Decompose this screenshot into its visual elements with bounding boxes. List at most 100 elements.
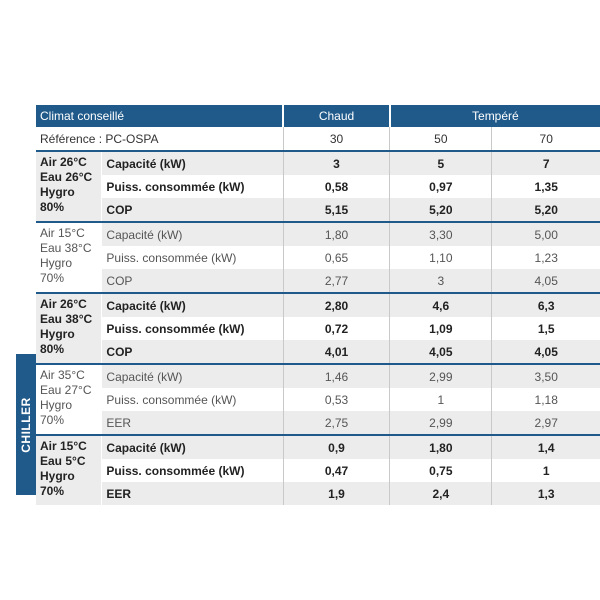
metric-label: COP [101,198,284,222]
performance-table: Climat conseillé Chaud Tempéré Référence… [36,105,600,505]
table-row: Puiss. consommée (kW) 0,58 0,97 1,35 [36,175,600,198]
metric-value: 2,75 [282,411,390,435]
metric-value: 4,01 [282,340,390,364]
metric-value: 2,77 [282,269,390,293]
metric-value: 4,6 [389,292,492,317]
metric-value: 3 [389,269,492,293]
metric-value: 0,72 [282,317,390,340]
condition-line: Hygro [40,256,73,270]
table-row: Air 35°C Eau 27°C Hygro 70% Capacité (kW) 1,4… [36,363,600,435]
metric-value: 0,53 [282,388,390,411]
climate-header: Climat conseillé [36,105,284,127]
condition-line: Hygro [40,327,75,341]
metric-value: 5,00 [491,221,600,246]
condition-cell: Air 15°C Eau 38°C Hygro 70% [36,221,102,293]
metric-label: Puiss. consommée (kW) [101,175,284,198]
chiller-side-tab-label: CHILLER [19,396,33,453]
table-row: Air 26°C Eau 38°C Hygro 80% Capacité (kW) 2,8… [36,292,600,364]
condition-line: 70% [40,413,65,427]
condition-line: Eau 38°C [40,241,92,255]
metric-value: 1,9 [282,482,390,505]
chaud-header: Chaud [282,105,390,127]
metric-value: 4,05 [491,269,600,293]
condition-line: 80% [40,342,65,356]
metric-value: 2,99 [389,363,492,388]
table-row: COP 2,77 3 4,05 [36,269,600,293]
metric-value: 1,10 [389,246,492,269]
metric-value: 3,50 [491,363,600,388]
table-row: COP 4,01 4,05 4,05 [36,340,600,364]
metric-value: 1,3 [491,482,600,505]
metric-label: Capacité (kW) [101,363,284,388]
table-row: Air 15°C Eau 5°C Hygro 70% Capacité (kW) 0,9 1… [36,434,600,505]
metric-value: 2,97 [491,411,600,435]
metric-label: EER [101,482,284,505]
metric-label: Puiss. consommée (kW) [101,459,284,482]
metric-label: Puiss. consommée (kW) [101,246,284,269]
metric-value: 4,05 [491,340,600,364]
table-row: Puiss. consommée (kW) 0,65 1,10 1,23 [36,246,600,269]
metric-value: 1 [389,388,492,411]
metric-value: 2,4 [389,482,492,505]
condition-line: Air 15°C [40,439,87,453]
metric-value: 1,80 [389,434,492,459]
condition-line: Air 15°C [40,226,85,240]
table-header-row: Climat conseillé Chaud Tempéré [36,105,600,127]
metric-value: 6,3 [491,292,600,317]
condition-line: Hygro [40,469,75,483]
metric-label: EER [101,411,284,435]
metric-value: 0,9 [282,434,390,459]
table-row: Puiss. consommée (kW) 0,47 0,75 1 [36,459,600,482]
condition-line: 70% [40,484,65,498]
condition-line: 80% [40,200,65,214]
metric-value: 7 [491,150,600,175]
condition-line: Eau 27°C [40,383,92,397]
reference-value: 30 [282,127,390,152]
table-row: Air 15°C Eau 38°C Hygro 70% Capacité (kW) 1,8… [36,221,600,293]
condition-line: Hygro [40,185,75,199]
reference-row: Référence : PC-OSPA 30 50 70 [36,127,600,152]
reference-label: Référence : PC-OSPA [36,127,284,152]
metric-label: Capacité (kW) [101,150,284,175]
metric-value: 5,20 [389,198,492,222]
metric-label: Puiss. consommée (kW) [101,317,284,340]
metric-label: COP [101,269,284,293]
condition-line: Air 26°C [40,155,87,169]
metric-value: 1,4 [491,434,600,459]
table-row: COP 5,15 5,20 5,20 [36,198,600,222]
metric-value: 3 [282,150,390,175]
metric-value: 1,18 [491,388,600,411]
condition-line: Hygro [40,398,73,412]
tempere-header: Tempéré [388,105,600,127]
condition-cell: Air 35°C Eau 27°C Hygro 70% [36,363,102,435]
metric-value: 5,20 [491,198,600,222]
metric-value: 5 [389,150,492,175]
table-body: Référence : PC-OSPA 30 50 70 Air 26°C Eau… [36,127,600,505]
condition-line: 70% [40,271,65,285]
table-row: Puiss. consommée (kW) 0,72 1,09 1,5 [36,317,600,340]
condition-line: Eau 38°C [40,312,93,326]
metric-value: 0,65 [282,246,390,269]
condition-line: Air 26°C [40,297,87,311]
condition-cell: Air 26°C Eau 26°C Hygro 80% [36,150,102,222]
condition-line: Air 35°C [40,368,85,382]
metric-value: 0,75 [389,459,492,482]
condition-line: Eau 5°C [40,454,86,468]
metric-value: 1,23 [491,246,600,269]
metric-value: 0,47 [282,459,390,482]
metric-value: 3,30 [389,221,492,246]
metric-value: 2,80 [282,292,390,317]
condition-line: Eau 26°C [40,170,93,184]
metric-value: 2,99 [389,411,492,435]
table-row: EER 1,9 2,4 1,3 [36,482,600,505]
metric-value: 1 [491,459,600,482]
metric-value: 1,80 [282,221,390,246]
metric-label: Puiss. consommée (kW) [101,388,284,411]
metric-value: 0,58 [282,175,390,198]
table-row: EER 2,75 2,99 2,97 [36,411,600,435]
reference-value: 50 [389,127,492,152]
metric-label: Capacité (kW) [101,434,284,459]
metric-value: 1,09 [389,317,492,340]
metric-value: 1,46 [282,363,390,388]
metric-value: 0,97 [389,175,492,198]
